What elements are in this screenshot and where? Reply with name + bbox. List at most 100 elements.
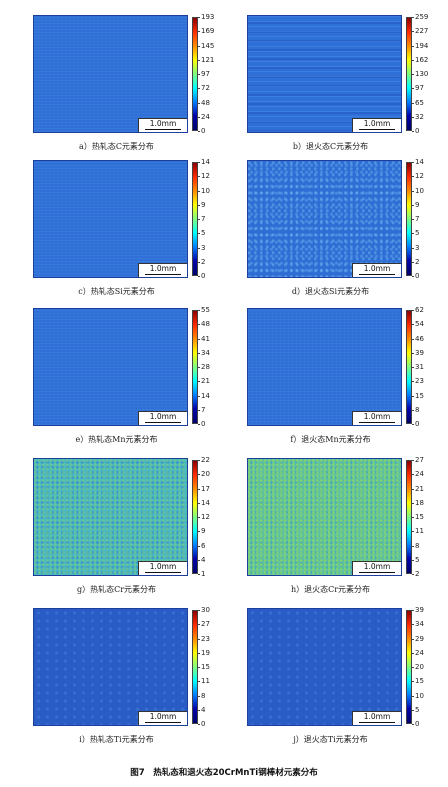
colorbar-tick-label: 259 [411,13,429,21]
colorbar-tick-label: 54 [412,320,424,329]
colorbar [192,460,198,574]
colorbar-tick-label: 10 [412,186,424,195]
colorbar-tick-label: 24 [412,470,424,479]
scale-bar-box: 1.0mm [352,411,401,425]
scale-bar-line [145,274,181,275]
colorbar-tick-label: 121 [197,55,215,64]
colorbar-tick-label: 15 [198,663,210,671]
colorbar-tick-label: 4 [197,705,206,714]
colorbar-tick-label: 193 [197,13,215,21]
scale-bar-line [359,422,395,423]
colorbar [192,162,198,276]
colorbar-tick-label: 0 [197,720,206,728]
colorbar-tick-label: 14 [198,391,210,400]
scale-bar-box: 1.0mm [138,263,187,277]
scale-bar-label: 1.0mm [363,412,391,421]
colorbar-tick-label: 62 [412,306,424,314]
scale-bar-label: 1.0mm [149,712,177,721]
colorbar-tick-label: 0 [411,720,420,728]
colorbar [406,162,412,276]
colorbar-tick-label: 10 [198,186,210,195]
colorbar-tick-label: 15 [412,513,424,521]
colorbar-tick-label: 34 [412,620,424,629]
colorbar-tick-label: 22 [198,456,210,464]
colorbar-tick-label: 10 [412,691,424,700]
colorbar-tick-label: 130 [411,70,429,78]
colorbar-tick-label: 48 [198,320,210,329]
colorbar-tick-label: 0 [197,420,206,428]
scale-bar-label: 1.0mm [149,412,177,421]
colorbar-tick-label: 23 [412,377,424,386]
element-map-image: 1.0mm [247,458,402,576]
colorbar-tick-label: 2 [197,257,206,266]
colorbar-tick-label: 1 [197,570,206,578]
colorbar-tick-label: 41 [198,334,210,343]
scale-bar-line [145,129,181,130]
scale-bar-box: 1.0mm [138,118,187,132]
colorbar-tick-label: 0 [197,272,206,280]
colorbar-tick-label: 34 [198,348,210,357]
colorbar-tick-label: 24 [198,112,210,121]
element-map-image: 1.0mm [247,160,402,278]
colorbar-tick-label: 17 [198,484,210,493]
colorbar-tick-label: 4 [197,555,206,564]
element-map-image: 1.0mm [33,308,188,426]
colorbar-tick-label: 9 [197,200,206,209]
colorbar-tick-label: 145 [197,41,215,50]
colorbar-tick-label: 30 [198,606,210,614]
colorbar-tick-label: 97 [198,70,210,78]
colorbar-tick-label: 162 [411,55,429,64]
scale-bar-label: 1.0mm [149,562,177,571]
colorbar [192,610,198,724]
panel-caption: j）退火态Ti元素分布 [293,735,368,744]
colorbar-tick-label: 9 [411,200,420,209]
element-map-image: 1.0mm [33,608,188,726]
colorbar-tick-label: 29 [412,634,424,643]
colorbar-tick-label: 7 [197,405,206,414]
colorbar-tick-label: 11 [198,677,210,686]
colorbar-tick-label: 15 [412,391,424,400]
colorbar-tick-label: 8 [411,405,420,414]
colorbar-tick-label: 14 [198,498,210,507]
element-map-image: 1.0mm [247,608,402,726]
colorbar-tick-label: 3 [411,243,420,252]
colorbar-tick-label: 0 [411,420,420,428]
colorbar [406,310,412,424]
panel-caption: a）热轧态C元素分布 [79,142,154,151]
scale-bar-line [145,572,181,573]
colorbar-tick-label: 194 [411,41,429,50]
colorbar [406,460,412,574]
colorbar-tick-label: 72 [198,84,210,93]
colorbar-tick-label: 9 [197,527,206,536]
colorbar-tick-label: 14 [412,158,424,166]
colorbar-tick-label: 7 [411,215,420,223]
scale-bar-label: 1.0mm [363,562,391,571]
panel-caption: h）退火态Cr元素分布 [290,585,371,594]
scale-bar-box: 1.0mm [138,711,187,725]
colorbar-tick-label: 55 [198,306,210,314]
colorbar-tick-label: 12 [198,513,210,521]
panel-caption: f）退火态Mn元素分布 [290,435,371,444]
scale-bar-line [359,274,395,275]
colorbar-tick-label: 5 [411,555,420,564]
colorbar [192,310,198,424]
colorbar-tick-label: 48 [198,98,210,107]
scale-bar-label: 1.0mm [149,264,177,273]
scale-bar-line [359,572,395,573]
colorbar-tick-label: 31 [412,363,424,371]
colorbar-tick-label: 0 [197,127,206,135]
colorbar-tick-label: 20 [412,663,424,671]
scale-bar-line [145,722,181,723]
colorbar-tick-label: 5 [411,229,420,238]
colorbar-tick-label: 39 [412,606,424,614]
colorbar-tick-label: 28 [198,363,210,371]
colorbar-tick-label: 65 [412,98,424,107]
colorbar-tick-label: 7 [197,215,206,223]
scale-bar-line [359,722,395,723]
figure-caption: 图7 热轧态和退火态20CrMnTi钢棒材元素分布 [130,768,318,778]
panel-caption: e）热轧态Mn元素分布 [75,435,158,444]
colorbar-tick-label: 21 [412,484,424,493]
colorbar-tick-label: 8 [197,691,206,700]
panel-caption: g）热轧态Cr元素分布 [76,585,157,594]
scale-bar-box: 1.0mm [138,561,187,575]
